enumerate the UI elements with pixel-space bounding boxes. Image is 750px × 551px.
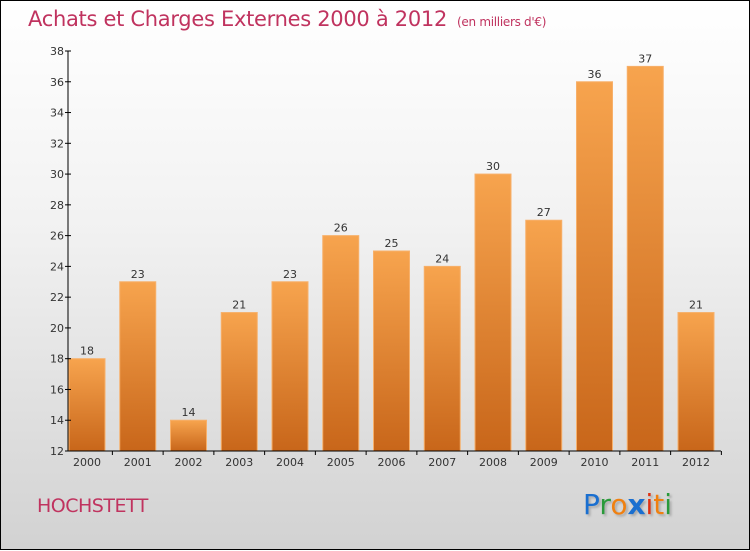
x-tick-2010: 2010 bbox=[581, 456, 609, 469]
data-label-2008: 30 bbox=[486, 160, 500, 173]
x-tick-2007: 2007 bbox=[428, 456, 456, 469]
x-tick-2012: 2012 bbox=[682, 456, 710, 469]
city-name: HOCHSTETT bbox=[37, 495, 148, 517]
bar-2004 bbox=[271, 281, 309, 452]
y-tick-18: 18 bbox=[50, 353, 64, 366]
bar-2011 bbox=[626, 65, 664, 452]
bar-2001 bbox=[119, 281, 157, 452]
data-label-2004: 23 bbox=[283, 268, 297, 281]
y-tick-28: 28 bbox=[50, 199, 64, 212]
proxiti-logo: Proxiti bbox=[583, 488, 673, 521]
x-tick-2005: 2005 bbox=[327, 456, 355, 469]
bar-2003 bbox=[220, 312, 258, 452]
title-text: Achats et Charges Externes 2000 à 2012 bbox=[28, 7, 448, 31]
x-tick-2003: 2003 bbox=[225, 456, 253, 469]
data-label-2000: 18 bbox=[80, 345, 94, 358]
chart-title: Achats et Charges Externes 2000 à 2012 (e… bbox=[28, 7, 546, 31]
bar-2006 bbox=[373, 250, 410, 452]
data-label-2001: 23 bbox=[131, 268, 145, 281]
y-tick-38: 38 bbox=[50, 45, 64, 58]
y-tick-24: 24 bbox=[50, 260, 64, 273]
bar-2007 bbox=[423, 265, 461, 452]
data-label-2011: 37 bbox=[638, 52, 652, 65]
y-tick-22: 22 bbox=[50, 291, 64, 304]
y-tick-20: 20 bbox=[50, 322, 64, 335]
x-tick-2008: 2008 bbox=[479, 456, 507, 469]
data-label-2009: 27 bbox=[537, 206, 551, 219]
data-label-2002: 14 bbox=[182, 406, 196, 419]
data-label-2010: 36 bbox=[588, 68, 602, 81]
bar-2005 bbox=[322, 235, 360, 452]
data-label-2006: 25 bbox=[385, 237, 399, 250]
bar-2010 bbox=[576, 81, 613, 452]
x-tick-2000: 2000 bbox=[73, 456, 101, 469]
data-label-2012: 21 bbox=[689, 299, 703, 312]
x-tick-2011: 2011 bbox=[631, 456, 659, 469]
chart-subtitle: (en milliers d'€) bbox=[457, 15, 547, 29]
y-tick-14: 14 bbox=[50, 414, 64, 427]
y-tick-16: 16 bbox=[50, 383, 64, 396]
bar-2012 bbox=[677, 312, 715, 452]
y-tick-12: 12 bbox=[50, 445, 64, 458]
y-tick-32: 32 bbox=[50, 137, 64, 150]
data-label-2003: 21 bbox=[232, 299, 246, 312]
y-tick-30: 30 bbox=[50, 168, 64, 181]
bar-2008 bbox=[474, 173, 512, 452]
bar-2000 bbox=[68, 358, 106, 452]
y-tick-26: 26 bbox=[50, 230, 64, 243]
x-tick-2001: 2001 bbox=[124, 456, 152, 469]
data-label-2005: 26 bbox=[334, 222, 348, 235]
bar-2009 bbox=[525, 219, 563, 452]
data-label-2007: 24 bbox=[435, 252, 449, 265]
bar-2002 bbox=[170, 419, 207, 452]
y-tick-36: 36 bbox=[50, 76, 64, 89]
y-tick-34: 34 bbox=[50, 107, 64, 120]
x-tick-2004: 2004 bbox=[276, 456, 304, 469]
x-tick-2006: 2006 bbox=[378, 456, 406, 469]
x-tick-2009: 2009 bbox=[530, 456, 558, 469]
x-tick-2002: 2002 bbox=[175, 456, 203, 469]
